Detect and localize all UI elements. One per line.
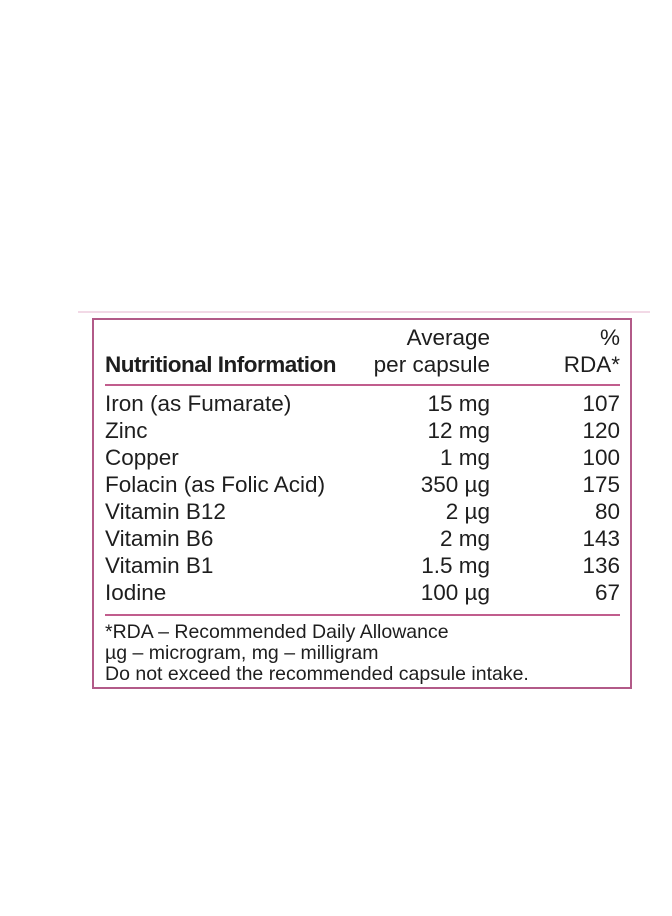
- table-body: Iron (as Fumarate) 15 mg 107 Zinc 12 mg …: [105, 390, 620, 606]
- nutrient-rda: 143: [582, 526, 620, 551]
- nutrient-rda: 136: [582, 553, 620, 578]
- nutrient-rda: 120: [582, 418, 620, 443]
- nutrient-name: Folacin (as Folic Acid): [105, 472, 326, 497]
- table-row: Folacin (as Folic Acid) 350 µg 175: [105, 471, 620, 498]
- scan-artifact-line: [78, 311, 650, 313]
- header-average-line2: per capsule: [373, 352, 490, 377]
- header-average-per-capsule: Average per capsule: [360, 324, 490, 378]
- table-row: Vitamin B12 2 µg 80: [105, 498, 620, 525]
- nutrient-name: Zinc: [105, 418, 148, 443]
- nutrient-name: Vitamin B1: [105, 553, 214, 578]
- nutrient-rda: 175: [582, 472, 620, 497]
- nutrient-name: Copper: [105, 445, 179, 470]
- header-divider-rule: [105, 384, 620, 386]
- nutrient-rda: 80: [594, 499, 620, 524]
- table-header: Nutritional Information Average per caps…: [105, 320, 620, 378]
- nutrition-information-panel: Nutritional Information Average per caps…: [92, 318, 632, 689]
- nutrient-amount: 15 mg: [427, 391, 490, 416]
- nutrient-name: Iron (as Fumarate): [105, 391, 292, 416]
- footnotes: *RDA – Recommended Daily Allowance µg – …: [105, 622, 620, 685]
- nutrient-amount: 2 µg: [445, 499, 490, 524]
- nutrient-rda: 107: [582, 391, 620, 416]
- table-row: Zinc 12 mg 120: [105, 417, 620, 444]
- nutrient-name: Vitamin B6: [105, 526, 214, 551]
- footnote-divider-rule: [105, 614, 620, 616]
- table-row: Copper 1 mg 100: [105, 444, 620, 471]
- table-row: Iron (as Fumarate) 15 mg 107: [105, 390, 620, 417]
- nutrient-name: Vitamin B12: [105, 499, 226, 524]
- nutrient-amount: 12 mg: [427, 418, 490, 443]
- nutrient-rda: 100: [582, 445, 620, 470]
- nutrient-amount: 350 µg: [420, 472, 490, 497]
- nutrient-amount: 2 mg: [439, 526, 490, 551]
- table-row: Vitamin B6 2 mg 143: [105, 525, 620, 552]
- table-row: Iodine 100 µg 67: [105, 579, 620, 606]
- header-nutritional-information: Nutritional Information: [105, 352, 336, 377]
- footnote-intake-warning: Do not exceed the recommended capsule in…: [105, 663, 529, 685]
- nutrient-amount: 1 mg: [439, 445, 490, 470]
- footnote-rda-definition: *RDA – Recommended Daily Allowance: [105, 621, 449, 643]
- header-rda-label: RDA*: [563, 352, 620, 377]
- table-row: Vitamin B1 1.5 mg 136: [105, 552, 620, 579]
- header-percent-sign: %: [599, 325, 620, 350]
- nutrient-amount: 100 µg: [420, 580, 490, 605]
- nutrient-name: Iodine: [105, 580, 167, 605]
- nutrient-amount: 1.5 mg: [421, 553, 490, 578]
- footnote-unit-definitions: µg – microgram, mg – milligram: [105, 642, 379, 664]
- nutrient-rda: 67: [594, 580, 620, 605]
- header-average-line1: Average: [406, 325, 490, 350]
- header-percent-rda: % RDA*: [490, 324, 620, 378]
